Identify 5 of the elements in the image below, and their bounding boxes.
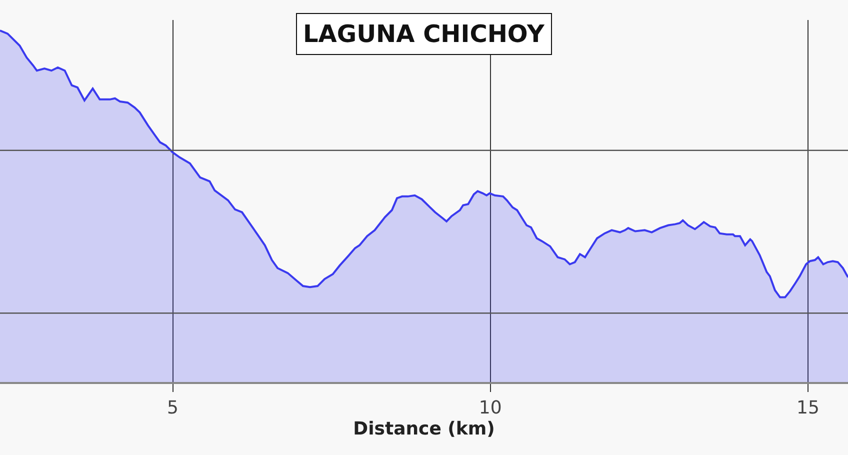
x-axis-title: Distance (km) [353, 418, 495, 440]
chart-title: LAGUNA CHICHOY [303, 20, 545, 48]
x-tick-label: 15 [796, 398, 820, 419]
x-tick-label: 10 [478, 398, 502, 419]
x-tick-label: 5 [167, 398, 179, 419]
